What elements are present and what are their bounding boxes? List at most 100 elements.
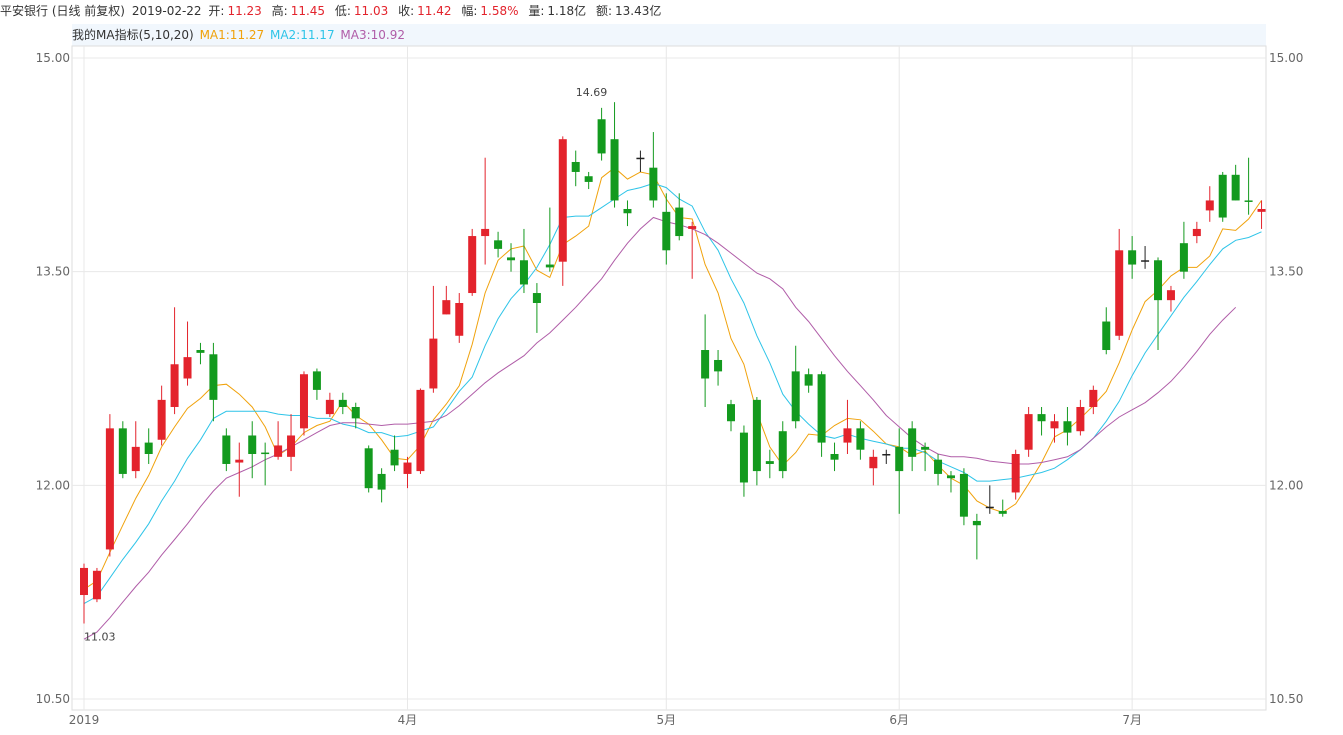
candle [649,132,658,208]
candle [377,468,386,503]
y-tick-label-right: 10.50 [1269,692,1303,706]
candle-body [959,473,968,517]
candle [675,193,684,241]
low-label: 低: [334,4,351,18]
candle [662,193,671,265]
ma-line-ma2 [83,182,1262,605]
low-value: 11.03 [353,4,389,18]
candle [105,414,114,557]
candle-body [584,176,593,182]
candle [1179,221,1188,279]
candle-body [623,208,632,214]
candle-body [235,459,244,463]
candles [80,102,1266,624]
candle-body [545,264,554,268]
candle [1037,406,1046,436]
candle-body [364,448,373,489]
candle-body [416,389,425,472]
candle [739,425,748,497]
low-annotation: 11.03 [84,631,116,644]
candle [183,321,192,386]
candle [287,414,296,472]
candle-body [791,371,800,422]
x-tick-label: 6月 [889,713,909,727]
quote-date: 2019-02-22 [131,4,202,18]
candle-body [985,506,994,509]
candle [882,449,891,464]
candle [196,342,205,365]
candle [727,399,735,432]
volume-value: 1.18亿 [547,4,587,18]
candle [1115,228,1124,341]
candle-body [1166,290,1175,301]
candle [1141,246,1150,269]
candle-body [183,357,192,379]
candle [1102,307,1111,355]
moving-average-lines [83,167,1262,640]
candle [1050,414,1059,443]
candle-body [1024,414,1033,450]
ma-line-ma1 [83,167,1262,590]
candle-body [261,452,270,455]
amount-label: 额: [595,4,612,18]
candle [597,107,606,161]
candle-body [1037,414,1046,422]
candle [92,567,101,603]
candle [1257,200,1266,229]
candle-body [390,449,399,466]
candle [403,456,412,489]
candle-body [222,435,231,464]
candle-body [468,236,477,294]
y-tick-label-right: 12.00 [1269,478,1303,492]
candle [416,388,425,474]
ma2-value: MA2:11.17 [269,28,335,42]
candle-body [662,211,671,251]
stock-name: 平安银行 (日线 前复权) [0,4,125,18]
candle [856,421,865,460]
candle-body [882,453,891,456]
candle [312,368,321,400]
open-price: 开: 11.23 [208,4,264,18]
candle-body [701,350,710,379]
candle-body [675,207,684,237]
candle-body [92,570,101,600]
candle-body [727,404,735,422]
x-tick-label: 7月 [1122,713,1142,727]
candle [714,350,723,386]
candle-body [429,338,438,389]
candle [468,228,477,296]
candle-body [830,453,839,460]
candle [545,207,554,272]
candle-body [1115,250,1124,336]
candle [261,442,270,486]
candle-body [921,446,930,450]
candle [998,499,1007,517]
candle-body [519,260,528,285]
candle [1089,385,1098,415]
candle-body [739,432,748,483]
candle [338,392,347,415]
candle [765,449,774,479]
y-tick-label-left: 10.50 [36,692,70,706]
candle [1154,257,1163,351]
candle-body [1011,453,1020,493]
candle [235,442,244,497]
candle-body [895,446,904,472]
candle-body [1192,228,1201,237]
candle-body [1231,174,1240,201]
candle-body [442,300,451,315]
candle [610,102,619,208]
candle [1192,221,1201,244]
candle [895,428,904,514]
candle [248,421,257,479]
candle [157,385,166,446]
change-percent: 幅: 1.58% [461,4,521,18]
candle-body [1257,208,1266,212]
ma3-value: MA3:10.92 [340,28,405,42]
candle-body [196,350,205,353]
candle [131,421,140,479]
candle [1205,186,1214,222]
ma-indicator-bar: 我的MA指标(5,10,20) MA1:11.27 MA2:11.17 MA3:… [72,24,1266,46]
candle [817,371,826,457]
